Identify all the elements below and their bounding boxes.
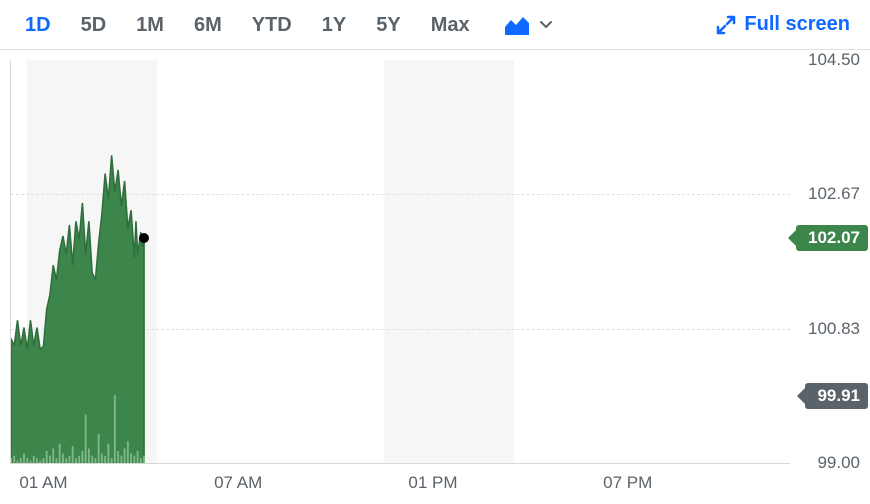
x-axis-tick: 07 AM	[214, 473, 262, 493]
previous-close-badge: 99.91	[805, 383, 868, 409]
chart-area: 01 AM 07 AM 01 PM 07 PM 104.50 102.67 100.83 99…	[0, 50, 870, 504]
tab-6m[interactable]: 6M	[179, 0, 237, 50]
tab-5d[interactable]: 5D	[66, 0, 122, 50]
price-series	[11, 60, 790, 463]
y-axis-tick: 99.00	[817, 453, 860, 473]
tab-ytd[interactable]: YTD	[237, 0, 307, 50]
tab-5y[interactable]: 5Y	[361, 0, 415, 50]
tab-1d[interactable]: 1D	[10, 0, 66, 50]
time-range-toolbar: 1D 5D 1M 6M YTD 1Y 5Y Max Full screen	[0, 0, 870, 50]
y-axis-tick: 100.83	[808, 319, 860, 339]
expand-icon	[716, 15, 736, 35]
tab-max[interactable]: Max	[416, 0, 485, 50]
x-axis-tick: 07 PM	[603, 473, 652, 493]
chart-type-dropdown[interactable]	[505, 15, 553, 35]
current-price-badge: 102.07	[796, 225, 868, 251]
tab-1y[interactable]: 1Y	[307, 0, 361, 50]
fullscreen-button[interactable]: Full screen	[716, 13, 860, 36]
area-chart-icon	[505, 15, 533, 35]
chart-plot[interactable]: 01 AM07 AM01 PM07 PM104.50102.67100.8399…	[10, 60, 790, 464]
x-axis-tick: 01 PM	[408, 473, 457, 493]
plot-inner	[11, 60, 790, 463]
x-axis-tick: 01 AM	[19, 473, 67, 493]
tab-1m[interactable]: 1M	[121, 0, 179, 50]
chevron-down-icon	[539, 18, 553, 32]
y-axis-tick: 104.50	[808, 50, 860, 70]
y-axis-tick: 102.67	[808, 184, 860, 204]
last-price-dot	[139, 233, 149, 243]
fullscreen-label: Full screen	[744, 13, 850, 36]
